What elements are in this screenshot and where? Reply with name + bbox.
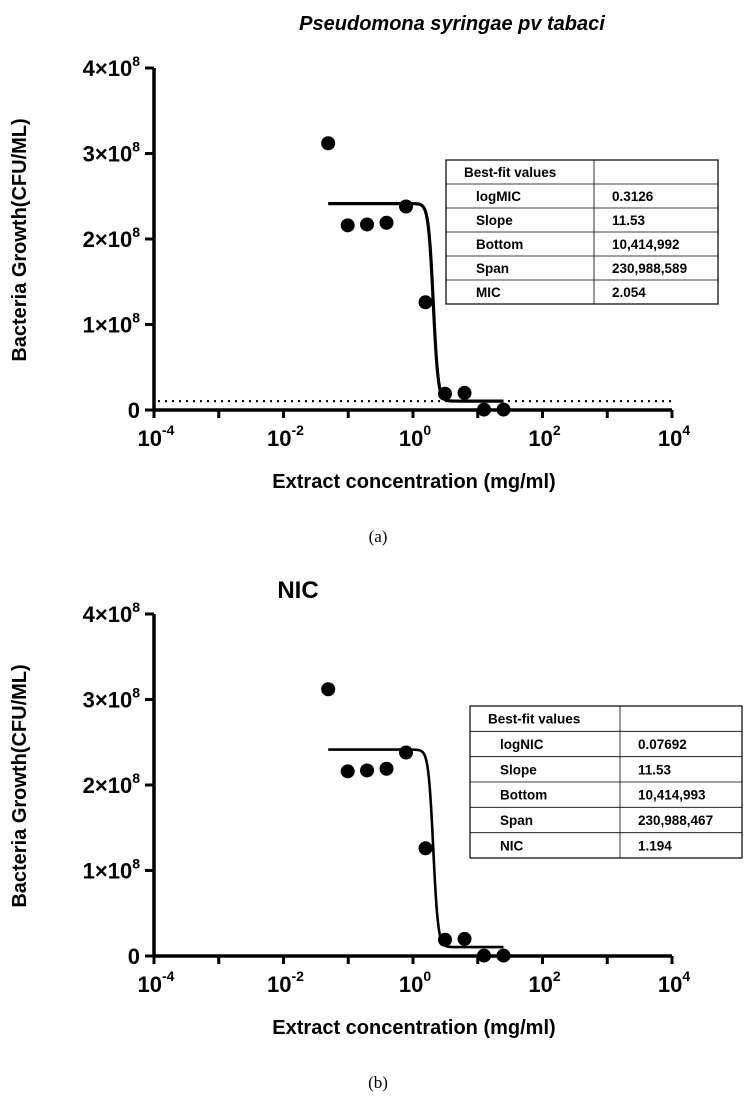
x-axis-label: Extract concentration (mg/ml): [272, 1017, 555, 1039]
data-point-7: [457, 931, 472, 946]
panel-label: (b): [368, 1073, 388, 1092]
table-header: Best-fit values: [464, 165, 556, 180]
best-fit-table: Best-fit values logNIC 0.07692 Slope 11.53 Bo…: [469, 705, 743, 859]
table-header: Best-fit values: [488, 712, 580, 727]
data-point-3: [379, 215, 394, 230]
data-point-7: [457, 385, 472, 400]
table-cell-value: 10,414,993: [638, 788, 706, 803]
table-cell-label: Slope: [500, 762, 537, 777]
x-tick-label: 102: [528, 422, 560, 451]
chart-panel-b: NIC 0 1×108 2×108 3×108 4×108 10-4 10-2 100 102 10…: [9, 577, 743, 1092]
data-point-9: [496, 948, 511, 963]
table-cell-label: logMIC: [476, 189, 521, 204]
table-cell-label: Bottom: [476, 237, 523, 252]
table-cell-value: 11.53: [612, 213, 646, 228]
table-cell-value: 230,988,467: [638, 813, 713, 828]
data-point-3: [379, 761, 394, 776]
table-cell-value: 230,988,589: [612, 261, 687, 276]
table-cell-label: Slope: [476, 213, 513, 228]
table-cell-value: 1.194: [638, 838, 672, 853]
table-cell-label: MIC: [476, 285, 501, 300]
best-fit-table: Best-fit values logMIC 0.3126 Slope 11.53 Bot…: [445, 159, 719, 305]
table-cell-label: Bottom: [500, 788, 547, 803]
data-point-6: [437, 932, 452, 947]
data-point-8: [477, 402, 492, 417]
y-tick-label: 0: [128, 944, 140, 969]
table-cell-label: logNIC: [500, 737, 544, 752]
y-tick-label: 2×108: [83, 224, 141, 252]
data-point-1: [340, 764, 355, 779]
data-point-1: [340, 218, 355, 233]
x-axis-label: Extract concentration (mg/ml): [272, 471, 555, 493]
x-tick-label: 10-4: [138, 968, 175, 997]
data-point-8: [477, 948, 492, 963]
table-cell-label: Span: [476, 261, 509, 276]
x-tick-label: 100: [399, 422, 431, 451]
x-tick-label: 102: [528, 968, 560, 997]
data-point-5: [418, 841, 433, 856]
y-tick-label: 3×108: [83, 685, 141, 713]
data-point-4: [399, 745, 414, 760]
y-tick-label: 0: [128, 398, 140, 423]
y-tick-label: 4×108: [83, 599, 141, 627]
y-axis-label: Bacteria Growth(CFU/ML): [9, 118, 31, 361]
table-cell-value: 0.3126: [612, 189, 654, 204]
data-point-0: [321, 682, 336, 697]
table-cell-label: Span: [500, 813, 533, 828]
y-tick-label: 4×108: [83, 53, 141, 81]
x-tick-label: 10-2: [267, 422, 304, 451]
chart-panel-a: Pseudomona syringae pv tabaci 0 1×108 2×108…: [9, 13, 719, 546]
fit-curve: [328, 202, 504, 403]
y-tick-label: 3×108: [83, 139, 141, 167]
fit-curve: [328, 748, 504, 949]
data-point-9: [496, 402, 511, 417]
data-point-2: [360, 763, 375, 778]
panel-label: (a): [369, 527, 388, 546]
data-point-0: [321, 136, 336, 151]
x-tick-label: 104: [658, 422, 690, 451]
x-tick-label: 10-4: [138, 422, 175, 451]
data-point-5: [418, 295, 433, 310]
y-tick-label: 1×108: [83, 310, 141, 338]
x-tick-label: 10-2: [267, 968, 304, 997]
x-tick-label: 100: [399, 968, 431, 997]
table-cell-label: NIC: [500, 838, 524, 853]
y-tick-label: 2×108: [83, 770, 141, 798]
table-cell-value: 10,414,992: [612, 237, 680, 252]
chart-title: NIC: [277, 577, 318, 604]
table-cell-value: 0.07692: [638, 737, 687, 752]
data-point-6: [437, 386, 452, 401]
data-point-4: [399, 199, 414, 214]
data-point-2: [360, 217, 375, 232]
table-cell-value: 11.53: [638, 762, 672, 777]
y-axis-label: Bacteria Growth(CFU/ML): [9, 664, 31, 907]
y-tick-label: 1×108: [83, 856, 141, 884]
table-cell-value: 2.054: [612, 285, 646, 300]
x-tick-label: 104: [658, 968, 690, 997]
chart-title: Pseudomona syringae pv tabaci: [299, 13, 605, 35]
